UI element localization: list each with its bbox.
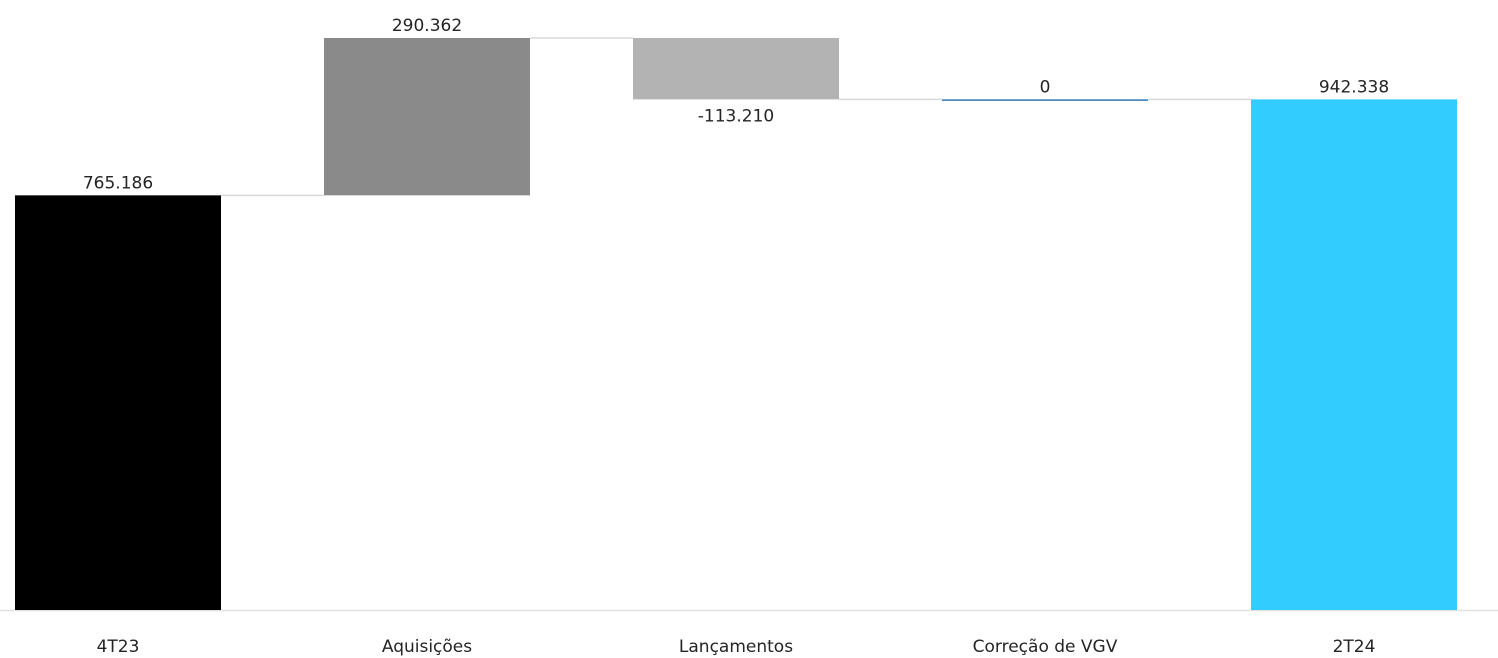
- value-label: 0: [1040, 77, 1051, 97]
- bar: [1251, 99, 1457, 611]
- value-label: 942.338: [1319, 77, 1389, 97]
- x-tick-label: 2T24: [1333, 637, 1376, 657]
- bar: [15, 195, 221, 610]
- x-tick-label: 4T23: [97, 637, 140, 657]
- bar: [324, 38, 530, 196]
- bar: [633, 38, 839, 100]
- value-label: 290.362: [392, 16, 462, 36]
- x-tick-label: Lançamentos: [679, 637, 793, 657]
- value-label: -113.210: [698, 106, 774, 126]
- bar: [942, 99, 1148, 101]
- x-tick-label: Correção de VGV: [973, 637, 1118, 657]
- x-tick-label: Aquisições: [382, 637, 472, 657]
- value-label: 765.186: [83, 173, 153, 193]
